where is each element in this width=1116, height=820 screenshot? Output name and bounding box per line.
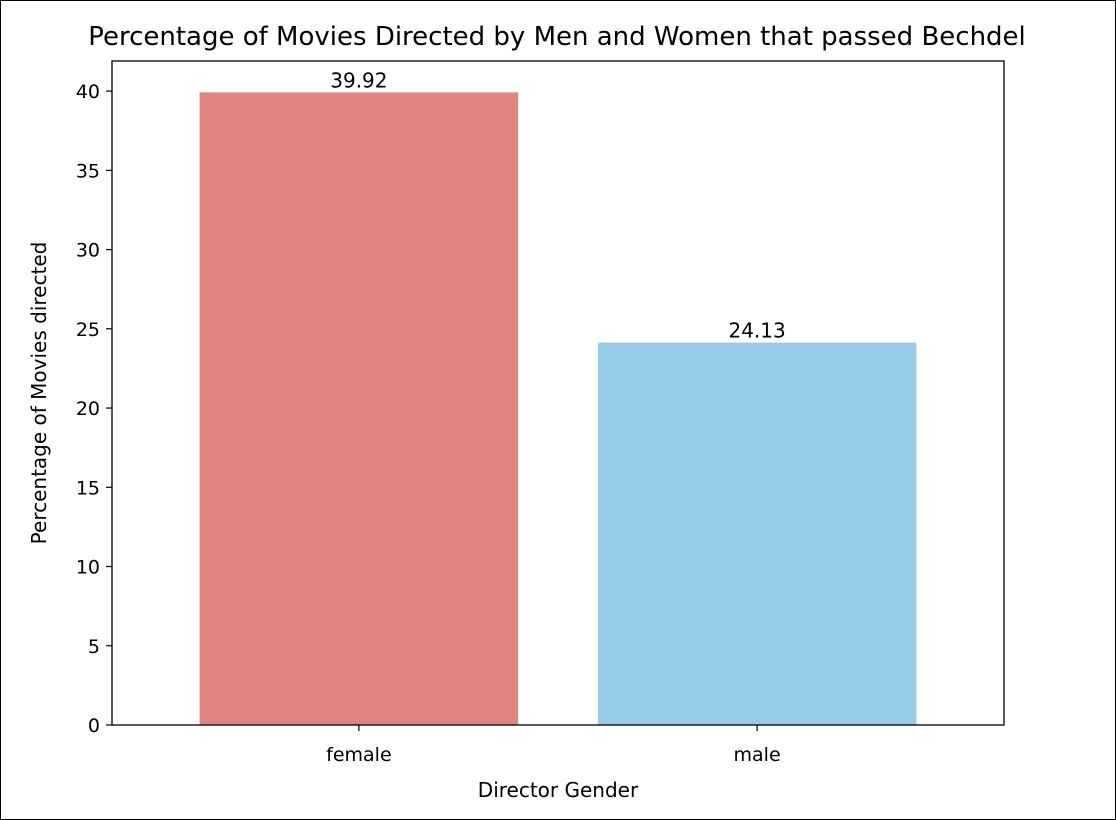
- data-label-male: 24.13: [728, 319, 785, 343]
- y-tick-label-30: 30: [76, 240, 100, 262]
- x-tick-label-male: male: [734, 744, 781, 766]
- y-tick-label-20: 20: [76, 398, 100, 420]
- y-axis-label: Percentage of Movies directed: [27, 242, 51, 545]
- data-label-female: 39.92: [330, 68, 387, 92]
- x-axis-label: Director Gender: [478, 778, 639, 802]
- y-tick-label-15: 15: [76, 477, 100, 499]
- data-labels-group: 39.92 24.13: [330, 68, 785, 342]
- y-tick-label-10: 10: [76, 557, 100, 579]
- chart-title: Percentage of Movies Directed by Men and…: [88, 22, 1026, 52]
- bar-male: [597, 342, 917, 725]
- y-tick-label-40: 40: [76, 81, 100, 103]
- y-tick-label-35: 35: [76, 160, 100, 182]
- y-tick-label-25: 25: [76, 319, 100, 341]
- y-axis: 0 5 10 15 20 25 30 35 40: [76, 81, 112, 737]
- y-tick-label-5: 5: [88, 636, 100, 658]
- bars-group: [199, 92, 917, 725]
- x-axis: female male: [326, 725, 781, 766]
- x-tick-label-female: female: [326, 744, 392, 766]
- bar-female: [199, 92, 519, 725]
- y-tick-label-0: 0: [88, 715, 100, 737]
- axes-frame: [111, 60, 1005, 726]
- plot-area: 39.92 24.13 0 5 10 15 20 25 30 35 40 female male: [76, 60, 1005, 766]
